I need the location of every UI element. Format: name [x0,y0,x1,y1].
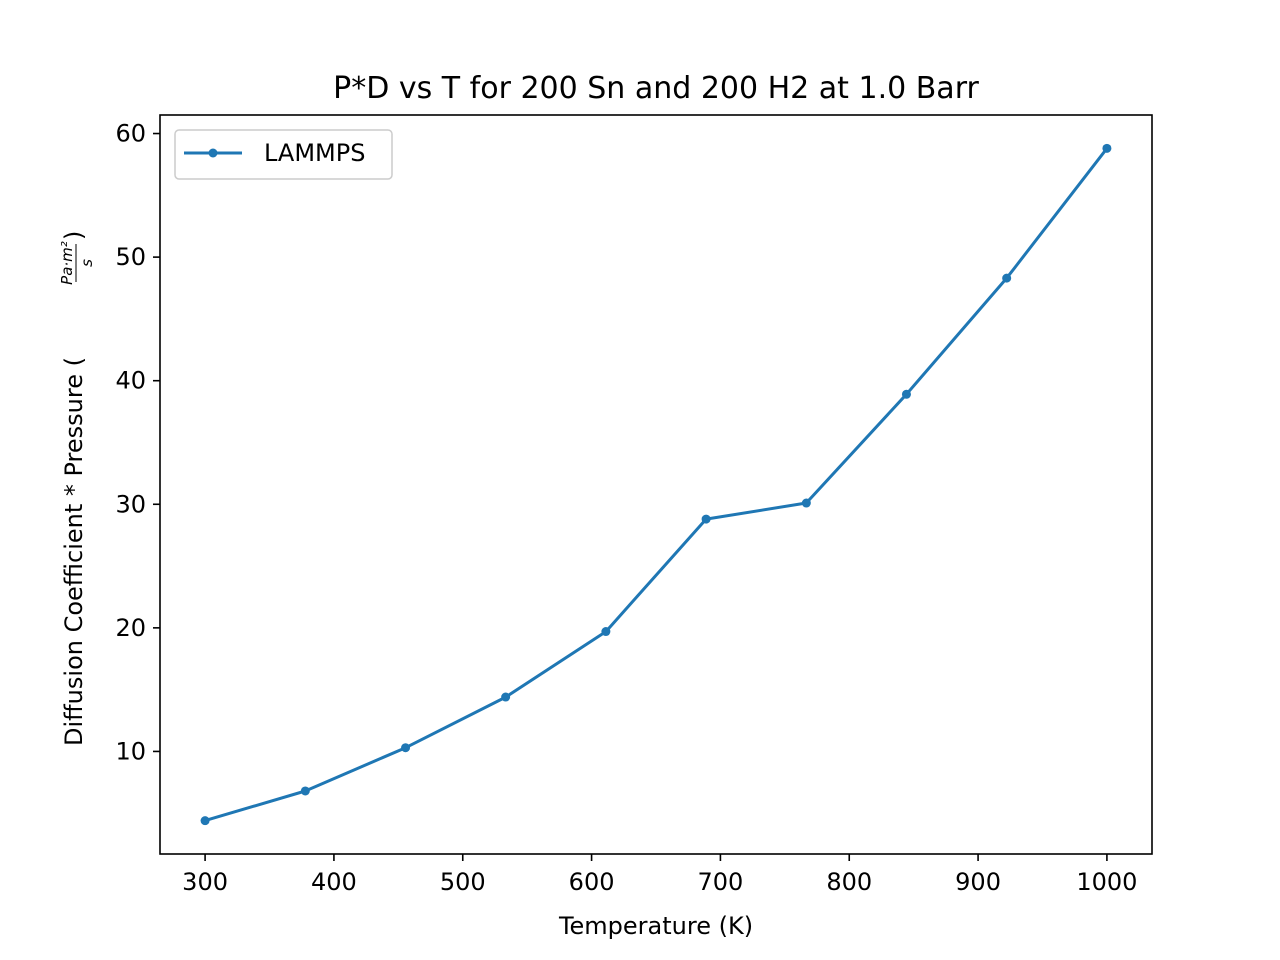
data-point [701,514,711,524]
y-tick-label: 50 [115,243,146,271]
data-point [200,816,210,826]
x-tick-label: 800 [826,868,872,896]
y-tick-label: 20 [115,614,146,642]
data-point [801,498,811,508]
y-axis-label-numerator: Pa·m² [58,241,76,285]
y-axis-label-text: Diffusion Coefficient * Pressure ( [60,357,88,746]
y-tick-label: 30 [115,490,146,518]
y-axis-label: Diffusion Coefficient * Pressure ( Pa·m²… [58,231,96,746]
y-tick-label: 40 [115,367,146,395]
plot-frame [159,114,1153,855]
chart-title: P*D vs T for 200 Sn and 200 H2 at 1.0 Ba… [333,71,979,106]
x-tick-label: 400 [311,868,357,896]
x-tick-label: 300 [182,868,228,896]
data-point [501,692,511,702]
x-tick-label: 600 [569,868,615,896]
data-point [401,743,411,753]
y-axis-label-denominator: s [78,259,96,267]
legend-box [174,129,393,180]
legend-label-lammps: LAMMPS [264,139,365,167]
x-axis-label: Temperature (K) [558,912,753,940]
plot-area [159,114,1153,855]
x-tick-label: 500 [440,868,486,896]
data-point [1002,273,1012,283]
data-point [901,389,911,399]
data-point [601,627,611,637]
legend: LAMMPS [174,129,393,180]
y-axis-ticks: 10 20 30 40 50 60 [115,120,160,765]
y-axis-label-close: ) [60,231,88,240]
y-tick-label: 60 [115,120,146,148]
legend-marker-swatch [208,148,218,158]
x-tick-label: 900 [955,868,1001,896]
x-tick-label: 700 [698,868,744,896]
y-tick-label: 10 [115,737,146,765]
x-axis-ticks: 300 400 500 600 700 800 900 1000 [182,854,1137,896]
series-layer [200,143,1112,826]
data-point [300,786,310,796]
data-point [1102,143,1112,153]
series-line-lammps [204,147,1109,823]
x-tick-label: 1000 [1076,868,1137,896]
